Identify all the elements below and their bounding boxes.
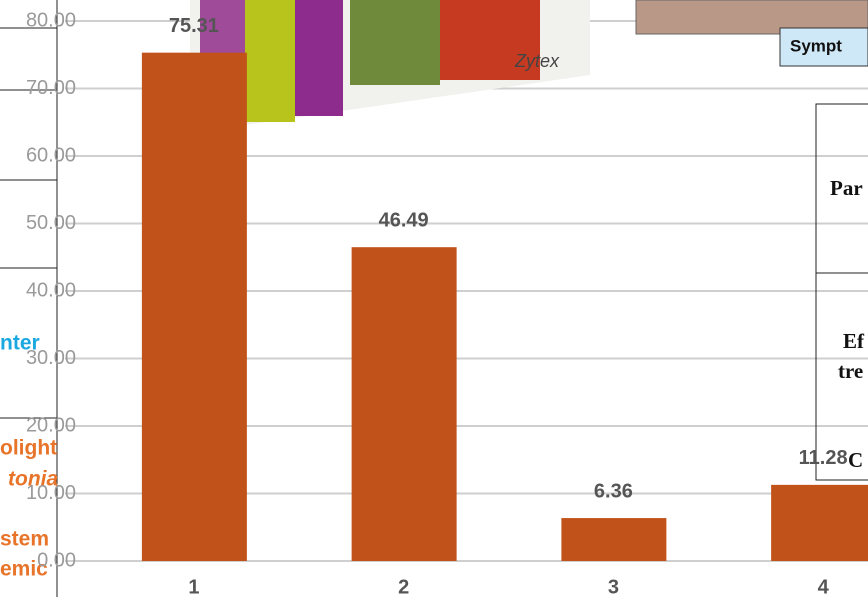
y-tick-label: 80.00 [26, 9, 76, 31]
y-tick-label: 30.00 [26, 347, 76, 369]
symptom-header: Sympt [790, 36, 842, 55]
table-cell: Ef [843, 329, 865, 353]
product-image: Zytex [190, 0, 590, 125]
bar [561, 518, 667, 561]
left-text: emic [0, 558, 48, 581]
left-table-lines [0, 0, 58, 597]
value-label: 75.31 [169, 15, 219, 37]
y-tick-label: 20.00 [26, 414, 76, 436]
bar [351, 247, 457, 561]
y-tick-label: 50.00 [26, 212, 76, 234]
left-text: stem [0, 528, 49, 551]
bar [141, 52, 247, 561]
y-tick-label: 60.00 [26, 144, 76, 166]
y-tick-label: 40.00 [26, 279, 76, 301]
left-text: olight [0, 437, 57, 460]
brand: Zytex [514, 51, 560, 71]
y-tick-label: 0.00 [37, 549, 76, 571]
symptom-box [779, 27, 868, 67]
y-tick-label: 10.00 [26, 482, 76, 504]
value-label: 11.28 [799, 447, 848, 469]
side-table [815, 103, 868, 481]
table-cell: Par [830, 176, 863, 200]
x-tick-label: 4 [818, 576, 830, 597]
value-label: 46.49 [379, 209, 429, 231]
x-tick-label: 2 [398, 576, 409, 597]
x-tick-label: 1 [188, 576, 199, 597]
table-cell: C [848, 448, 863, 472]
left-text: tonia [8, 468, 58, 491]
bar [771, 484, 868, 561]
x-tick-label: 3 [608, 576, 619, 597]
y-tick-label: 70.00 [26, 77, 76, 99]
value-label: 6.36 [594, 480, 633, 502]
left-text: nter [0, 332, 40, 355]
table-cell: tre [838, 359, 863, 383]
